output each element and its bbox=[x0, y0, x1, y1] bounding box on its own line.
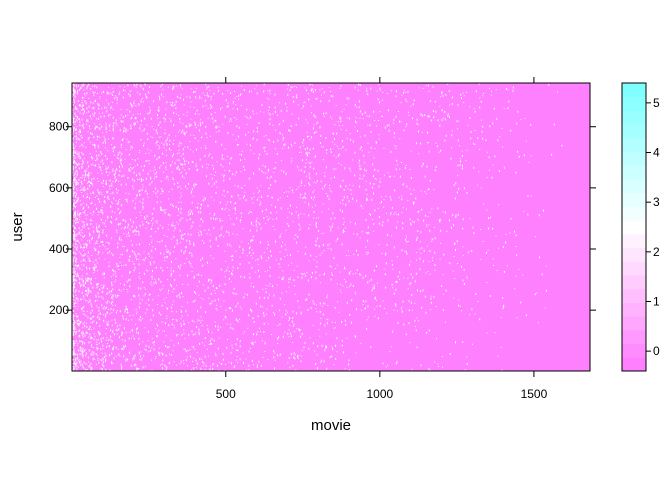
heatmap-panel bbox=[71, 82, 591, 373]
colorbar-swatch bbox=[622, 233, 646, 249]
colorbar-swatch bbox=[622, 329, 646, 345]
colorbar-swatch bbox=[622, 206, 646, 221]
colorbar-swatch bbox=[622, 302, 646, 317]
colorbar-swatch bbox=[622, 110, 646, 125]
colorbar-tick-label: 2 bbox=[653, 245, 660, 259]
colorbar-swatch bbox=[622, 151, 646, 166]
y-tick-label: 400 bbox=[49, 242, 69, 256]
colorbar-tick-label: 0 bbox=[653, 344, 660, 358]
colorbar-swatch bbox=[622, 192, 646, 207]
colorbar-tick-label: 3 bbox=[653, 195, 660, 209]
colorbar-tick-label: 4 bbox=[653, 146, 660, 160]
colorbar: 0 1 2 3 4 5 bbox=[621, 82, 660, 372]
colorbar-swatch bbox=[622, 247, 646, 262]
y-axis-title: user bbox=[9, 212, 26, 241]
colorbar-swatch bbox=[622, 96, 646, 111]
colorbar-tick-label: 1 bbox=[653, 294, 660, 308]
colorbar-swatch bbox=[622, 179, 646, 194]
y-tick-label: 800 bbox=[49, 120, 69, 134]
x-axis-title: movie bbox=[311, 417, 351, 434]
colorbar-swatch bbox=[622, 316, 646, 331]
heatmap-cells bbox=[72, 83, 563, 373]
colorbar-swatch bbox=[622, 343, 646, 358]
colorbar-swatch bbox=[622, 275, 646, 290]
colorbar-swatch bbox=[622, 137, 646, 153]
x-tick-label: 1000 bbox=[366, 387, 393, 401]
colorbar-frame bbox=[621, 82, 647, 372]
x-tick-label: 1500 bbox=[521, 387, 548, 401]
y-axis: 200 400 600 800 bbox=[49, 120, 596, 317]
colorbar-swatch bbox=[622, 357, 646, 372]
rating-cells bbox=[72, 83, 563, 373]
colorbar-swatch bbox=[622, 124, 646, 139]
colorbar-swatch bbox=[622, 220, 646, 235]
x-tick-label: 500 bbox=[216, 387, 236, 401]
heatmap-fill bbox=[72, 83, 590, 371]
colorbar-swatch bbox=[622, 261, 646, 276]
colorbar-tick-label: 5 bbox=[653, 96, 660, 110]
heatmap-frame bbox=[71, 82, 591, 372]
x-axis: 500 1000 1500 bbox=[216, 77, 548, 401]
y-tick-label: 600 bbox=[49, 181, 69, 195]
colorbar-swatch bbox=[622, 83, 646, 98]
colorbar-swatch bbox=[622, 288, 646, 303]
colorbar-swatch bbox=[622, 165, 646, 180]
y-tick-label: 200 bbox=[49, 303, 69, 317]
